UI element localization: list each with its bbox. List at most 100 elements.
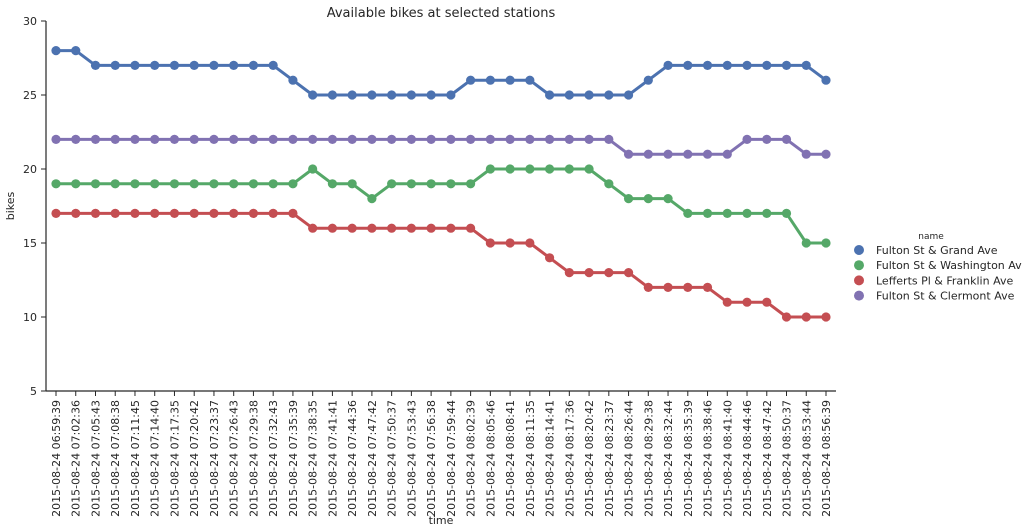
- data-point: [525, 164, 535, 174]
- data-point: [308, 223, 318, 233]
- x-tick-label: 2015-08-24 08:23:37: [603, 400, 616, 517]
- data-point: [189, 208, 199, 218]
- data-point: [801, 312, 811, 322]
- data-point: [110, 179, 120, 189]
- data-point: [268, 134, 278, 144]
- data-point: [150, 60, 160, 70]
- data-point: [722, 208, 732, 218]
- data-point: [229, 134, 239, 144]
- data-point: [90, 179, 101, 189]
- y-axis: 5 10 15 20 25 30: [23, 15, 47, 398]
- data-point: [722, 60, 732, 70]
- data-point: [268, 60, 278, 70]
- x-tick-label: 2015-08-24 07:47:42: [366, 400, 379, 517]
- data-point: [367, 134, 377, 144]
- x-tick-label: 2015-08-24 08:20:42: [583, 400, 596, 517]
- data-point: [544, 90, 555, 100]
- data-point: [544, 164, 555, 174]
- x-tick-label: 2015-08-24 07:56:38: [425, 400, 438, 517]
- data-point: [150, 179, 160, 189]
- x-tick-label: 2015-08-24 07:14:40: [149, 400, 162, 517]
- x-tick-label: 2015-08-24 08:44:46: [741, 400, 754, 517]
- x-tick-label: 2015-08-24 06:59:39: [50, 400, 63, 517]
- data-point: [367, 223, 377, 233]
- x-tick-label: 2015-08-24 08:47:42: [761, 400, 774, 517]
- data-point: [229, 60, 239, 70]
- data-point: [367, 90, 377, 100]
- data-point: [485, 164, 495, 174]
- data-point: [762, 60, 772, 70]
- data-point: [722, 149, 732, 159]
- data-point: [762, 297, 772, 307]
- data-point: [406, 90, 416, 100]
- y-tick-label: 15: [23, 237, 37, 250]
- series-2: [51, 208, 831, 322]
- legend-label: Lefferts Pl & Franklin Ave: [876, 274, 1013, 287]
- data-point: [623, 194, 634, 204]
- data-point: [209, 208, 219, 218]
- data-point: [643, 149, 653, 159]
- data-point: [446, 179, 456, 189]
- x-tick-label: 2015-08-24 07:23:37: [208, 400, 221, 517]
- data-point: [801, 60, 811, 70]
- data-point: [485, 134, 495, 144]
- data-point: [288, 134, 298, 144]
- legend-marker: [854, 290, 864, 301]
- legend-title: name: [918, 232, 944, 242]
- series-line: [56, 49, 827, 97]
- data-point: [229, 208, 239, 218]
- data-point: [821, 238, 831, 248]
- x-tick-label: 2015-08-24 08:32:44: [662, 400, 675, 517]
- data-point: [51, 208, 61, 218]
- x-tick-label: 2015-08-24 07:02:36: [70, 400, 83, 517]
- data-point: [564, 164, 574, 174]
- x-tick-label: 2015-08-24 07:08:38: [109, 400, 122, 517]
- x-axis: 2015-08-24 06:59:39 2015-08-24 07:02:36 20…: [46, 390, 836, 517]
- data-point: [347, 134, 357, 144]
- data-point: [426, 134, 436, 144]
- data-point: [584, 268, 594, 278]
- data-point: [702, 60, 713, 70]
- data-point: [505, 238, 515, 248]
- data-point: [604, 90, 614, 100]
- data-point: [71, 134, 81, 144]
- data-point: [209, 179, 219, 189]
- data-point: [821, 312, 831, 322]
- x-tick-label: 2015-08-24 08:08:41: [504, 400, 517, 517]
- data-point: [505, 75, 515, 85]
- data-point: [248, 60, 259, 70]
- data-point: [604, 134, 614, 144]
- chart-title: Available bikes at selected stations: [327, 6, 556, 21]
- data-point: [683, 60, 693, 70]
- data-point: [130, 208, 140, 218]
- series-line: [56, 137, 826, 156]
- data-point: [604, 268, 614, 278]
- data-point: [702, 282, 713, 292]
- x-tick-label: 2015-08-24 07:41:41: [326, 400, 339, 517]
- data-point: [821, 75, 831, 85]
- data-point: [327, 134, 338, 144]
- data-point: [406, 179, 416, 189]
- data-point: [564, 268, 574, 278]
- data-point: [663, 60, 673, 70]
- data-point: [564, 90, 574, 100]
- series-line: [56, 211, 826, 319]
- plot-area: [51, 46, 831, 322]
- legend-label: Fulton St & Washington Ave: [876, 259, 1022, 272]
- x-axis-title: time: [429, 514, 454, 527]
- x-tick-label: 2015-08-24 08:29:38: [642, 400, 655, 517]
- data-point: [702, 149, 713, 159]
- data-point: [426, 179, 436, 189]
- data-point: [406, 134, 416, 144]
- data-point: [781, 312, 792, 322]
- data-point: [189, 60, 199, 70]
- data-point: [169, 60, 180, 70]
- data-point: [308, 164, 318, 174]
- data-point: [387, 134, 397, 144]
- data-point: [781, 208, 792, 218]
- data-point: [110, 208, 120, 218]
- x-tick-label: 2015-08-24 08:05:46: [484, 400, 497, 517]
- data-point: [643, 194, 653, 204]
- data-point: [288, 179, 298, 189]
- x-tick-label: 2015-08-24 08:14:41: [544, 400, 557, 517]
